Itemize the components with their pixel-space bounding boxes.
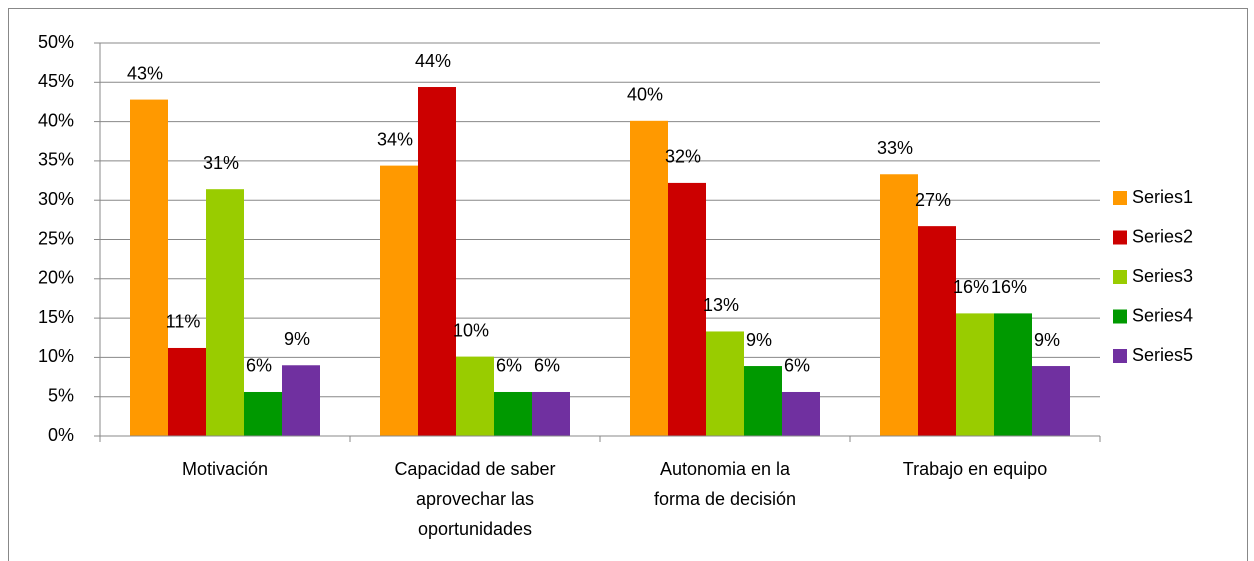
bar (994, 313, 1032, 436)
legend-label: Series5 (1132, 345, 1193, 365)
y-tick-label: 25% (38, 228, 74, 248)
bar (418, 87, 456, 437)
value-label: 16% (991, 277, 1027, 297)
value-label: 6% (784, 356, 810, 376)
y-tick-label: 10% (38, 346, 74, 366)
legend-swatch (1113, 230, 1127, 245)
value-label: 13% (703, 295, 739, 315)
y-tick-label: 45% (38, 71, 74, 91)
value-label: 9% (746, 330, 772, 350)
y-tick-label: 5% (48, 385, 74, 405)
bar (130, 99, 168, 436)
x-tick-label: Motivación (181, 459, 269, 479)
value-label: 40% (627, 85, 663, 105)
legend-label: Series4 (1132, 305, 1193, 325)
x-tick-label: Capacidad de saber aprovechar las oportu… (394, 459, 556, 539)
bar (380, 165, 418, 436)
value-label: 34% (377, 129, 413, 149)
value-label: 11% (166, 312, 201, 332)
bar (744, 366, 782, 436)
bar (630, 120, 668, 437)
y-tick-label: 35% (38, 150, 74, 170)
value-label: 43% (127, 63, 163, 83)
bar (880, 174, 918, 436)
legend-swatch (1113, 191, 1127, 205)
bar (706, 331, 744, 436)
value-label: 32% (665, 147, 701, 167)
value-label: 27% (915, 190, 951, 210)
bar (494, 391, 532, 436)
bar (668, 182, 706, 436)
value-label: 33% (877, 138, 913, 158)
legend-label: Series2 (1132, 226, 1193, 246)
value-label: 6% (534, 356, 560, 376)
legend-label: Series3 (1132, 266, 1193, 286)
y-tick-label: 40% (38, 110, 74, 130)
value-label: 44% (415, 51, 451, 71)
value-label: 6% (246, 356, 272, 376)
bar (918, 226, 956, 436)
value-label: 31% (203, 153, 239, 173)
y-tick-label: 0% (48, 425, 74, 445)
bar (456, 356, 494, 436)
bar (782, 391, 820, 436)
legend-swatch (1113, 349, 1127, 363)
value-label: 10% (453, 320, 489, 340)
value-label: 16% (953, 277, 989, 297)
bar (956, 313, 994, 436)
y-tick-label: 30% (38, 189, 74, 209)
chart-frame (8, 8, 1248, 561)
y-tick-label: 50% (38, 32, 74, 52)
bar (532, 391, 570, 436)
bar (168, 347, 206, 436)
legend-label: Series1 (1132, 187, 1193, 207)
x-tick-label: Autonomia en la forma de decisión (653, 459, 797, 509)
value-label: 9% (284, 329, 310, 349)
bar (244, 391, 282, 436)
value-label: 6% (496, 356, 522, 376)
y-tick-label: 15% (38, 307, 74, 327)
value-label: 9% (1034, 330, 1060, 350)
bar (282, 365, 320, 436)
y-tick-label: 20% (38, 268, 74, 288)
x-tick-label: Trabajo en equipo (902, 459, 1048, 479)
legend-swatch (1113, 309, 1127, 324)
bar (1032, 366, 1070, 436)
legend-swatch (1113, 270, 1127, 284)
bar (206, 189, 244, 436)
